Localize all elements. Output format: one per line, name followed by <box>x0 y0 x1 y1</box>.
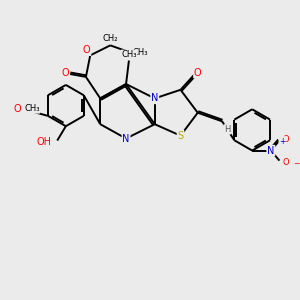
Text: −: − <box>293 159 299 168</box>
Text: N: N <box>151 93 158 103</box>
Text: CH₃: CH₃ <box>24 104 40 113</box>
Text: O: O <box>83 45 91 55</box>
Text: OH: OH <box>37 137 52 147</box>
Text: CH₃: CH₃ <box>133 48 148 57</box>
Text: O: O <box>61 68 69 79</box>
Text: O: O <box>282 158 289 166</box>
Text: S: S <box>178 131 184 141</box>
Text: H: H <box>224 125 230 134</box>
Text: +: + <box>279 137 286 146</box>
Text: CH₃: CH₃ <box>121 50 137 59</box>
Text: O: O <box>13 104 21 114</box>
Text: N: N <box>267 146 274 156</box>
Text: CH₂: CH₂ <box>103 34 118 43</box>
Text: N: N <box>122 134 130 143</box>
Text: O: O <box>194 68 202 78</box>
Text: O: O <box>282 135 289 144</box>
